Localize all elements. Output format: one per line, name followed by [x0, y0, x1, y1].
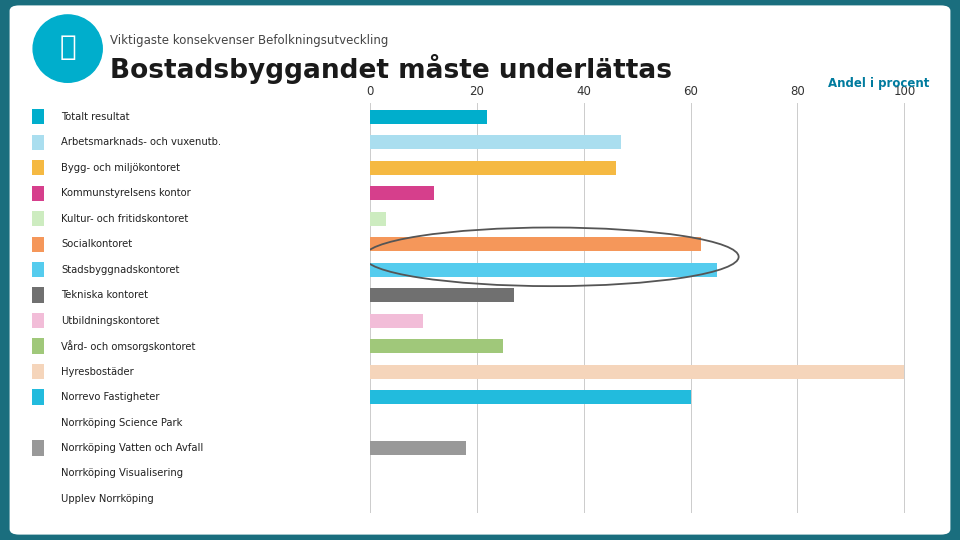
Text: Norrevo Fastigheter: Norrevo Fastigheter	[61, 392, 160, 402]
Text: Kultur- och fritidskontoret: Kultur- och fritidskontoret	[61, 214, 189, 224]
Text: Vård- och omsorgskontoret: Vård- och omsorgskontoret	[61, 340, 196, 352]
Text: Andel i procent: Andel i procent	[828, 77, 929, 90]
Text: Socialkontoret: Socialkontoret	[61, 239, 132, 249]
Bar	[370, 212, 386, 226]
Text: Viktigaste konsekvenser Befolkningsutveckling: Viktigaste konsekvenser Befolkningsutvec…	[110, 34, 389, 47]
Text: Kommunstyrelsens kontor: Kommunstyrelsens kontor	[61, 188, 191, 198]
Bar	[370, 314, 423, 328]
Circle shape	[33, 15, 103, 82]
Bar	[370, 110, 488, 124]
Bar	[370, 186, 434, 200]
Text: Tekniska kontoret: Tekniska kontoret	[61, 290, 149, 300]
Text: Bygg- och miljökontoret: Bygg- och miljökontoret	[61, 163, 180, 173]
Text: Utbildningskontoret: Utbildningskontoret	[61, 315, 159, 326]
Text: Stadsbyggnadskontoret: Stadsbyggnadskontoret	[61, 265, 180, 274]
Bar	[370, 288, 514, 302]
Bar	[370, 364, 904, 379]
Text: Hyresbostäder: Hyresbostäder	[61, 367, 134, 376]
Bar	[370, 262, 717, 276]
Bar	[370, 390, 690, 404]
Bar	[370, 441, 466, 455]
Text: Norrköping Science Park: Norrköping Science Park	[61, 417, 182, 428]
Bar	[370, 160, 615, 174]
Bar	[370, 237, 701, 251]
Text: Bostadsbyggandet måste underlättas: Bostadsbyggandet måste underlättas	[110, 54, 672, 84]
Text: Upplev Norrköping: Upplev Norrköping	[61, 494, 155, 504]
Text: Norrköping Visualisering: Norrköping Visualisering	[61, 469, 183, 478]
Bar	[370, 339, 503, 353]
Bar	[370, 135, 621, 149]
Text: ⛹: ⛹	[60, 33, 76, 61]
Text: Arbetsmarknads- och vuxenutb.: Arbetsmarknads- och vuxenutb.	[61, 137, 222, 147]
Text: Norrköping Vatten och Avfall: Norrköping Vatten och Avfall	[61, 443, 204, 453]
Text: Totalt resultat: Totalt resultat	[61, 112, 130, 122]
